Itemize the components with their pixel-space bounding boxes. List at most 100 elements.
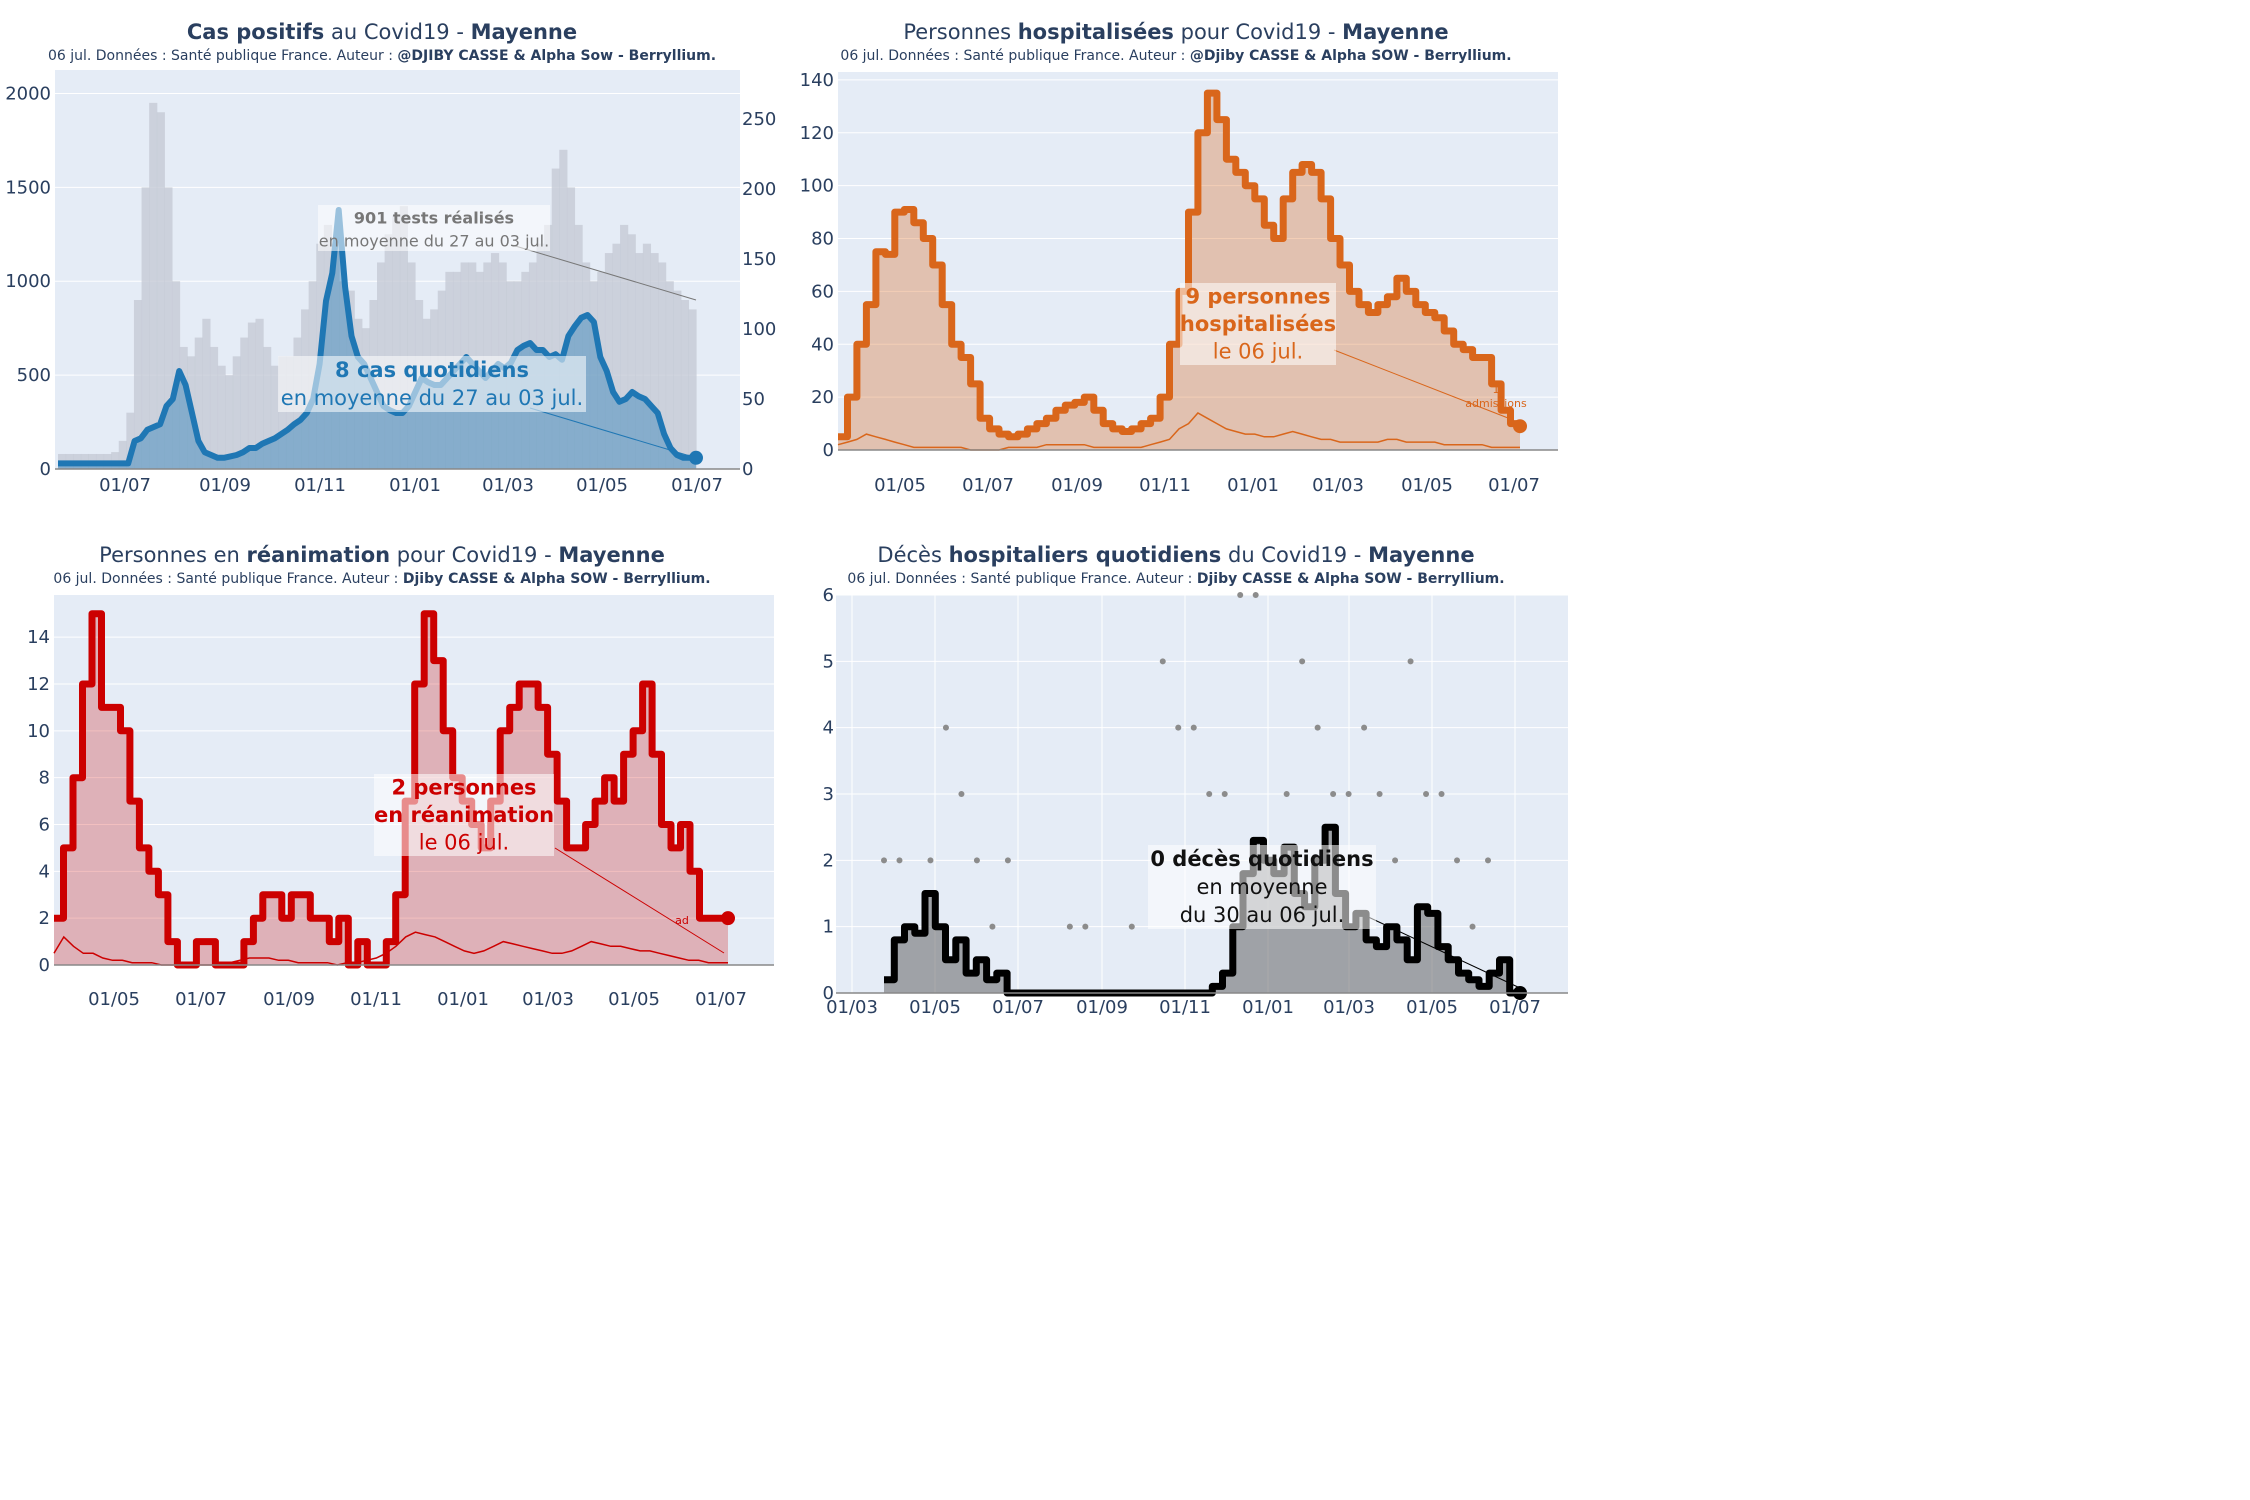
daily-death-dot [1469, 923, 1476, 930]
cases-annotation-text: en moyenne du 27 au 03 jul. [281, 386, 583, 410]
hospitalised-leader [1333, 349, 1509, 419]
tests-bar [285, 356, 295, 469]
tests-bar [604, 253, 614, 469]
tests-bar [278, 356, 287, 469]
daily-death-dot [1392, 857, 1399, 864]
daily-death-dot [942, 724, 949, 731]
icu-admissions-annotation: ad [675, 914, 689, 927]
y2-tick-label: 150 [742, 249, 776, 270]
x-tick-label: 01/03 [482, 475, 534, 496]
tests-bar [194, 337, 203, 469]
y2-tick-label: 0 [742, 459, 753, 480]
chart-cas-positifs: 0 500 1000 1500 2000 0 50 100 150 200 250 901 tests… [5, 70, 776, 496]
tests-bar [133, 300, 143, 469]
x-tick-label: 01/09 [199, 475, 251, 496]
hospitalised-annotation-title: hospitalisées [1180, 312, 1336, 336]
y2-tick-label: 100 [742, 319, 776, 340]
tests-bar [627, 234, 636, 469]
daily-death-dot [881, 857, 887, 864]
y-tick-label: 2 [39, 908, 50, 929]
cases-leader [529, 407, 691, 457]
chart-hospitalisations: 0 20 40 60 80 100 120 140 9 personnes hospitalisé… [800, 70, 1558, 496]
daily-death-dot [1082, 923, 1089, 930]
x-tick-label: 01/07 [992, 997, 1044, 1018]
x-tick-label: 01/01 [437, 989, 489, 1010]
chart-subtitle: 06 jul. Données : Santé publique France.… [847, 571, 1505, 587]
tests-bar [225, 375, 234, 469]
y-tick-label: 120 [800, 123, 834, 144]
y-tick-label: 0 [40, 459, 51, 480]
x-tick-label: 01/07 [99, 475, 151, 496]
y-tick-label: 12 [27, 674, 50, 695]
tests-bar [247, 322, 257, 469]
tests-bar [202, 318, 211, 469]
tests-bar [118, 440, 127, 469]
daily-death-dot [1423, 791, 1430, 797]
tests-bar [164, 187, 173, 469]
chart-deces: 0 1 2 3 4 5 6 0 décès quotidiens en moyenne du 30… [823, 585, 1568, 1018]
x-tick-label: 01/07 [175, 989, 227, 1010]
panel-deces: Décès hospitaliers quotidiens du Covid19… [784, 523, 1568, 1046]
panel-reanimation: Personnes en réanimation pour Covid19 - … [0, 523, 784, 1046]
x-tick-label: 01/05 [1401, 475, 1453, 496]
cases-last-point [689, 450, 703, 465]
icu-leader [554, 847, 725, 954]
x-tick-label: 01/03 [826, 997, 878, 1018]
daily-death-dot [1299, 658, 1306, 665]
panel-hospitalisations: Personnes hospitalisées pour Covid19 - M… [784, 0, 1568, 523]
chart-subtitle: 06 jul. Données : Santé publique France.… [53, 571, 711, 587]
annotation-box [374, 774, 554, 856]
chart-reanimation: 0 2 4 6 8 10 12 14 2 personnes en réanimation le 0… [27, 595, 774, 1010]
y-tick-label: 2 [823, 850, 834, 871]
tests-bar [574, 224, 583, 469]
daily-death-dot [1485, 857, 1491, 864]
y-tick-label: 3 [823, 784, 834, 805]
daily-death-dot [1237, 592, 1244, 598]
tests-bar [263, 346, 272, 469]
hospitalised-last-point [1513, 419, 1527, 434]
tests-bar [126, 412, 135, 469]
x-tick-label: 01/05 [1406, 997, 1458, 1018]
icu-annotation-title: 2 personnes [391, 776, 536, 800]
x-tick-label: 01/03 [1312, 475, 1364, 496]
tests-bar [149, 102, 158, 469]
admissions-line [837, 412, 1520, 451]
daily-death-dot [1128, 923, 1135, 930]
y-tick-label: 140 [800, 70, 834, 91]
daily-death-dot [1175, 724, 1182, 731]
x-tick-label: 01/07 [1488, 475, 1540, 496]
daily-death-dot [989, 923, 996, 930]
x-tick-label: 01/03 [1323, 997, 1375, 1018]
tests-bar [179, 346, 188, 469]
y-tick-label: 100 [800, 176, 834, 197]
annotation-box [278, 356, 586, 412]
y-tick-label: 1 [823, 917, 834, 938]
tests-bar [665, 281, 674, 469]
daily-death-dot [958, 791, 965, 797]
tests-bar [255, 318, 264, 469]
x-tick-label: 01/11 [1159, 997, 1211, 1018]
daily-death-dot [1004, 857, 1011, 864]
icu-annotation-title: en réanimation [374, 803, 554, 827]
x-tick-label: 01/01 [1227, 475, 1279, 496]
y-tick-label: 0 [823, 983, 834, 1004]
tests-bar [620, 224, 629, 469]
x-tick-label: 01/11 [350, 989, 402, 1010]
daily-death-dot [1438, 791, 1445, 797]
y-tick-label: 20 [811, 387, 834, 408]
x-tick-label: 01/09 [1051, 475, 1103, 496]
tests-bar [658, 262, 667, 469]
daily-death-dot [1454, 857, 1461, 864]
y-tick-label: 40 [811, 334, 834, 355]
daily-death-dot [1206, 791, 1213, 797]
tests-bar [673, 290, 682, 469]
hospitalised-annotation-title: 9 personnes [1185, 285, 1330, 309]
daily-death-dot [896, 857, 903, 864]
deaths-annotation-title: 0 décès quotidiens [1150, 847, 1373, 871]
y-tick-label: 500 [17, 365, 51, 386]
cases-annotation-title: 8 cas quotidiens [335, 358, 529, 382]
y-tick-label: 80 [811, 229, 834, 250]
y-tick-label: 10 [27, 721, 50, 742]
y-tick-label: 2000 [5, 83, 51, 104]
x-tick-label: 01/05 [608, 989, 660, 1010]
